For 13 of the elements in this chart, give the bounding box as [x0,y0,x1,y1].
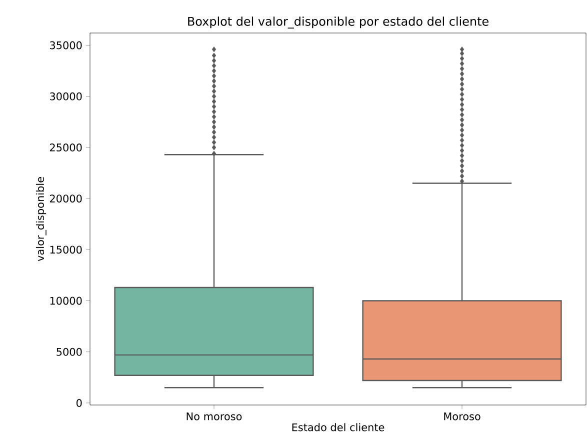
y-tick-label: 30000 [50,92,82,100]
y-tick-label: 15000 [50,246,82,254]
y-tick-label: 10000 [50,296,82,305]
y-tick-label: 35000 [50,41,82,50]
chart-title: Boxplot del valor_disponible por estado del cliente [188,16,488,28]
y-tick-label: 5000 [56,348,82,356]
x-axis-title: Estado del cliente [292,423,384,432]
y-tick-label: 0 [76,399,82,407]
y-tick-label: 20000 [50,194,82,203]
y-tick-label: 25000 [50,144,82,152]
x-tick-label: Moroso [444,412,480,420]
x-tick-label: No moroso [186,412,242,420]
y-axis-title: valor_disponible [36,177,46,262]
